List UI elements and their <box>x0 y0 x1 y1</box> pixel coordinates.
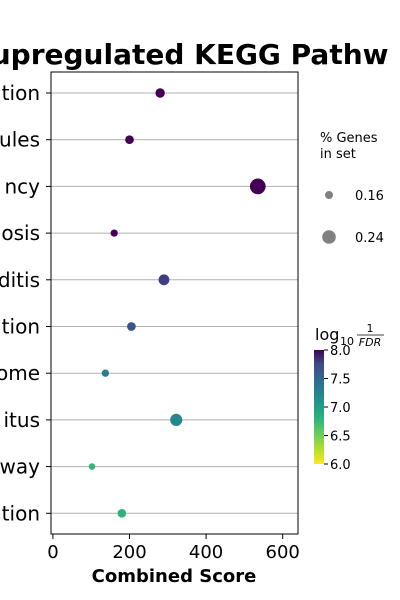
colorbar-tick-label: 6.0 <box>330 458 351 473</box>
y-tick-label: itus <box>4 408 41 432</box>
colorbar-tick-label: 7.5 <box>330 373 351 388</box>
data-point <box>158 274 170 286</box>
x-tick-label: 200 <box>112 542 146 563</box>
colorbar-tick-label: 6.5 <box>330 430 351 445</box>
y-tick-label: ules <box>0 128 40 152</box>
x-tick-label: 0 <box>47 542 58 563</box>
colorbar-title-numerator: 1 <box>367 322 374 335</box>
y-tick-label: way <box>0 455 40 479</box>
size-legend-marker-small <box>325 191 333 199</box>
size-legend-label-small: 0.16 <box>355 189 384 204</box>
colorbar-title-subscript: 10 <box>340 335 354 348</box>
chart-title: 0 upregulated KEGG Pathw <box>0 38 389 71</box>
y-tick-label: ation <box>0 81 40 105</box>
size-legend: % Genes in set 0.16 0.24 <box>320 131 384 246</box>
data-point <box>88 463 96 470</box>
x-tick-label: 600 <box>266 542 300 563</box>
y-tick-label: ditis <box>0 268 40 292</box>
colorbar-gradient <box>314 350 324 464</box>
data-point <box>101 369 110 377</box>
colorbar-title-denominator: FDR <box>359 336 381 349</box>
data-point <box>117 508 127 518</box>
data-point <box>110 229 118 237</box>
data-point <box>170 413 183 426</box>
y-tick-labels: ation ules ncy osis ditis ation ome itus way atio… <box>0 81 51 525</box>
y-tick-label: ation <box>0 501 40 525</box>
colorbar-tick-label: 8.0 <box>330 344 351 359</box>
size-legend-title-line1: % Genes <box>320 131 378 146</box>
plot-frame <box>50 71 299 535</box>
data-points <box>88 88 266 518</box>
x-axis-label: Combined Score <box>92 566 257 587</box>
grid-lines <box>51 92 298 514</box>
x-axis-ticks: 0 200 400 600 <box>47 534 300 563</box>
size-legend-marker-large <box>322 230 336 244</box>
data-point <box>127 322 136 331</box>
size-legend-label-large: 0.24 <box>355 231 384 246</box>
x-tick-label: 400 <box>189 542 223 563</box>
data-point <box>249 178 266 195</box>
colorbar-ticks: 6.0 6.5 7.0 7.5 8.0 <box>324 344 351 473</box>
y-tick-label: osis <box>1 221 40 245</box>
colorbar-title-log: log <box>315 325 339 344</box>
y-tick-label: ncy <box>4 174 40 198</box>
colorbar: log 10 1 FDR 6.0 6.5 7.0 7.5 8.0 <box>314 322 384 473</box>
y-tick-label: ation <box>0 315 40 339</box>
data-point <box>125 135 134 145</box>
y-tick-label: ome <box>0 361 40 385</box>
size-legend-title-line2: in set <box>320 147 356 162</box>
colorbar-tick-label: 7.0 <box>330 401 351 416</box>
data-point <box>155 88 165 98</box>
